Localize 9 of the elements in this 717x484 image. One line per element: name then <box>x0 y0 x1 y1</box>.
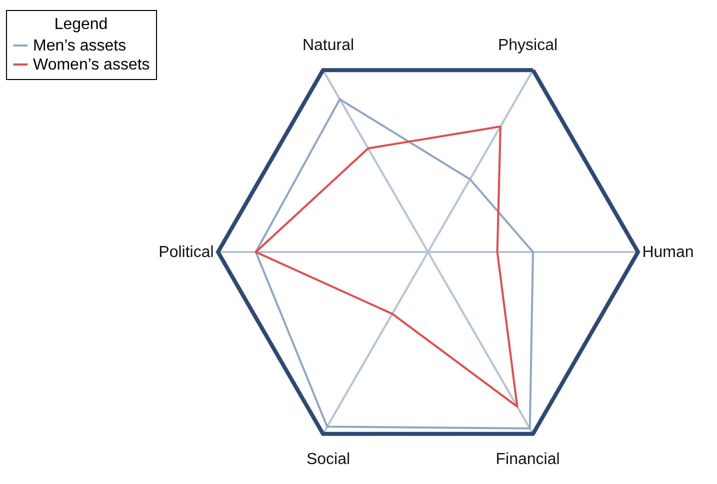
legend-label: Women’s assets <box>33 56 150 74</box>
spoke-label: Political <box>158 244 214 261</box>
spoke-label: Financial <box>496 451 560 468</box>
legend-title: Legend <box>54 16 108 33</box>
spoke-label: Human <box>642 244 694 261</box>
legend-label: Men’s assets <box>33 38 126 54</box>
spoke-label: Physical <box>498 36 558 54</box>
spoke-label: Natural <box>302 36 354 54</box>
spoke-label: Social <box>306 451 350 468</box>
